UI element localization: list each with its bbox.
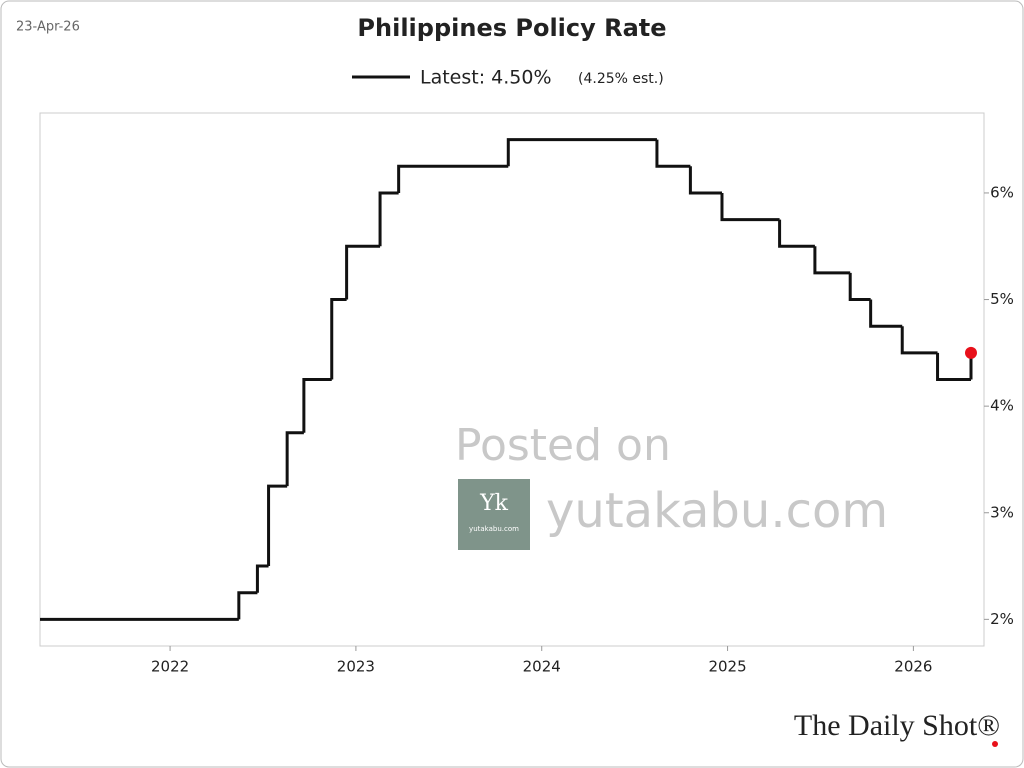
source: The Daily Shot®	[794, 709, 1000, 742]
step-line	[237, 591, 258, 620]
x-tick-label: 2026	[894, 658, 932, 676]
step-line	[813, 246, 851, 275]
x-tick-label: 2024	[523, 658, 561, 676]
watermark-text: yutakabu.com	[546, 483, 888, 539]
step-line	[506, 138, 657, 167]
step-line	[688, 166, 722, 195]
step-line	[285, 431, 304, 487]
step-line	[397, 164, 509, 193]
latest-marker	[964, 346, 977, 359]
x-tick-label: 2022	[151, 658, 189, 676]
step-line	[869, 299, 903, 328]
watermark-text: Posted on	[455, 420, 671, 471]
x-tick-label: 2023	[337, 658, 375, 676]
plot-area	[39, 112, 985, 647]
y-tick-label: 6%	[990, 183, 1014, 201]
y-tick-label: 2%	[990, 610, 1014, 628]
watermark-logo-sub: yutakabu.com	[469, 525, 519, 533]
y-tick-label: 5%	[990, 290, 1014, 308]
y-tick-label: 4%	[990, 397, 1014, 415]
step-line	[267, 484, 288, 567]
step-line	[302, 378, 332, 433]
x-tick-label: 2025	[708, 658, 746, 676]
step-line	[848, 272, 871, 302]
step-line	[936, 352, 971, 381]
watermark-logo-text: Yk	[479, 491, 509, 516]
step-line	[778, 219, 815, 248]
step-line	[720, 192, 780, 222]
step-line	[255, 564, 269, 593]
watermark-logo	[458, 479, 530, 550]
legend-note: (4.25% est.)	[578, 71, 664, 87]
date: 23-Apr-26	[16, 20, 80, 35]
step-line	[655, 139, 691, 168]
step-line	[378, 191, 399, 247]
step-line	[900, 326, 938, 355]
step-line	[345, 244, 381, 300]
legend-label: Latest: 4.50%	[420, 67, 552, 89]
step-line	[330, 298, 347, 380]
y-tick-label: 3%	[990, 503, 1014, 521]
source-dot	[992, 741, 998, 747]
chart-title: Philippines Policy Rate	[357, 14, 666, 42]
